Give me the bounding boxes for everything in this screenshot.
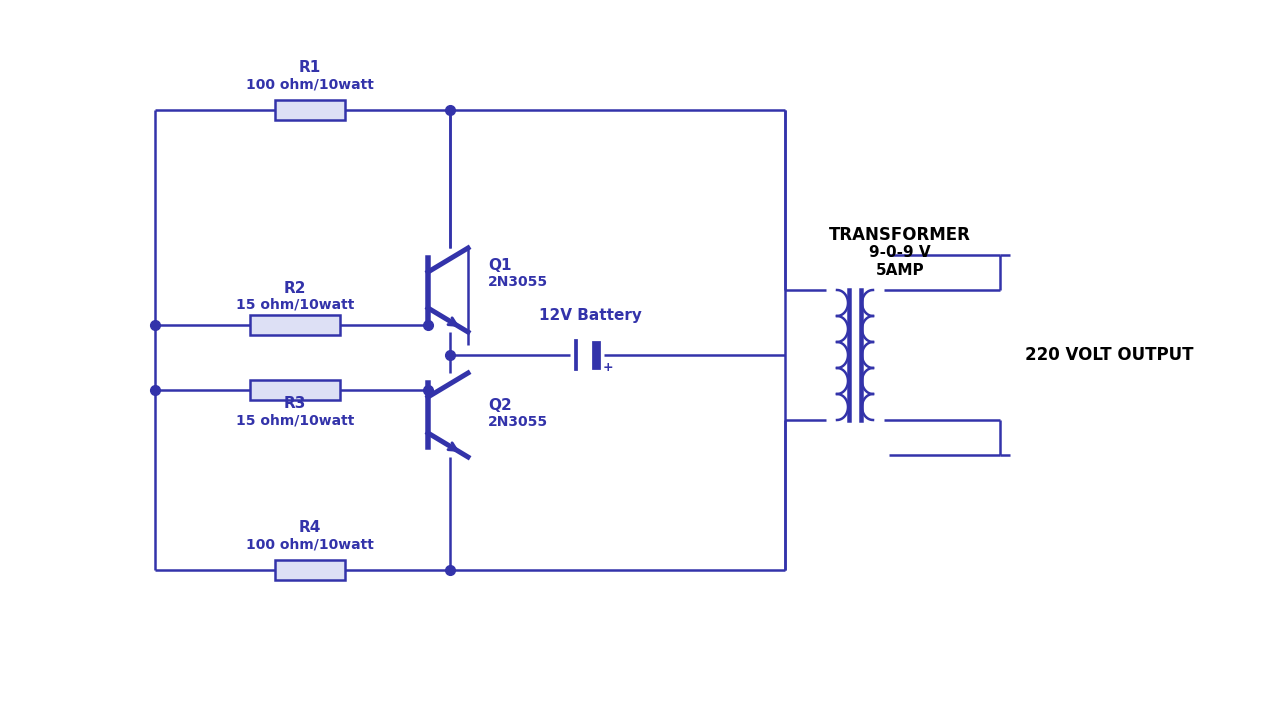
Text: R4: R4 (298, 520, 321, 535)
Text: Q1: Q1 (488, 258, 512, 273)
Text: 12V Battery: 12V Battery (539, 308, 641, 323)
Bar (275, 560, 346, 580)
Text: 2N3055: 2N3055 (488, 415, 548, 429)
Text: 100 ohm/10watt: 100 ohm/10watt (246, 77, 374, 91)
Text: 100 ohm/10watt: 100 ohm/10watt (246, 537, 374, 551)
Text: TRANSFORMER: TRANSFORMER (829, 226, 972, 244)
Text: 220 VOLT OUTPUT: 220 VOLT OUTPUT (1025, 346, 1193, 364)
Bar (275, 100, 346, 120)
Text: R1: R1 (298, 60, 321, 75)
Text: 5AMP: 5AMP (876, 263, 924, 278)
Bar (250, 315, 340, 335)
Text: +: + (603, 361, 613, 374)
Text: R2: R2 (284, 281, 306, 296)
Text: Q2: Q2 (488, 398, 512, 413)
Text: R3: R3 (284, 396, 306, 411)
Text: 15 ohm/10watt: 15 ohm/10watt (236, 413, 355, 427)
Text: 9-0-9 V: 9-0-9 V (869, 245, 931, 260)
Text: 15 ohm/10watt: 15 ohm/10watt (236, 298, 355, 312)
Text: 2N3055: 2N3055 (488, 275, 548, 289)
Bar (250, 380, 340, 400)
